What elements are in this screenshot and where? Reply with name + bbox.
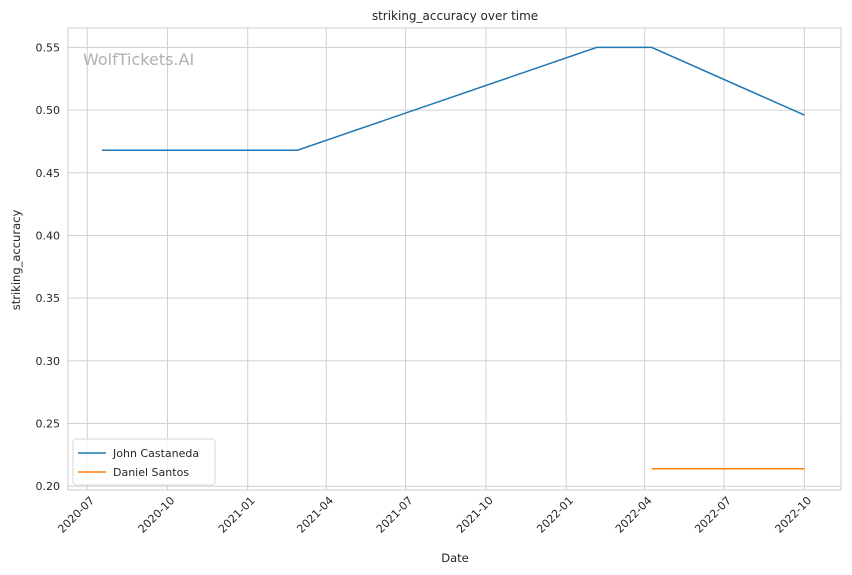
series-line-john-castaneda (102, 46, 805, 151)
plot-frame (67, 27, 842, 491)
legend-label: Daniel Santos (113, 466, 189, 479)
legend-label: John Castaneda (112, 447, 199, 460)
y-tick-label: 0.45 (36, 167, 61, 180)
y-tick-label: 0.20 (36, 480, 61, 493)
legend-box (72, 438, 216, 486)
watermark: WolfTickets.AI (83, 50, 194, 69)
y-tick-label: 0.40 (36, 229, 61, 242)
y-tick-label: 0.55 (36, 41, 61, 54)
chart-title: striking_accuracy over time (372, 9, 538, 23)
y-tick-label: 0.50 (36, 104, 61, 117)
legend: John Castaneda Daniel Santos (72, 438, 216, 486)
x-axis-label: Date (441, 551, 469, 565)
y-tick-label: 0.25 (36, 418, 61, 431)
grid (68, 28, 841, 490)
y-tick-label: 0.30 (36, 355, 61, 368)
y-tick-label: 0.35 (36, 292, 61, 305)
series (102, 46, 805, 470)
y-axis-label: striking_accuracy (9, 210, 23, 311)
